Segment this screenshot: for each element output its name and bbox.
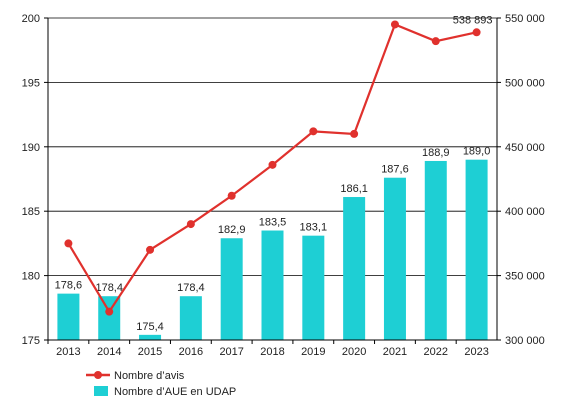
x-tick-label: 2014 (97, 346, 121, 358)
x-tick-label: 2016 (179, 346, 203, 358)
bar-value-label: 178,6 (55, 280, 83, 292)
x-tick-label: 2013 (56, 346, 80, 358)
x-tick-label: 2015 (138, 346, 162, 358)
bar (220, 238, 243, 340)
bar-value-label: 187,6 (381, 164, 409, 176)
bar (57, 293, 80, 340)
right-tick-label: 500 000 (505, 77, 545, 89)
line-point (64, 239, 73, 248)
line-point (472, 28, 481, 37)
line-point (268, 160, 277, 169)
left-tick-label: 190 (22, 142, 40, 154)
right-axis-tick-labels: 300 000 350 000 400 000 450 000 500 000 550 0… (505, 13, 545, 347)
legend-bar-swatch (94, 386, 108, 396)
right-tick-label: 450 000 (505, 142, 545, 154)
line-point (350, 129, 359, 138)
line-value-label: 538 893 (453, 14, 493, 26)
bar-value-label: 178,4 (95, 282, 123, 294)
x-tick-label: 2018 (260, 346, 284, 358)
bar (98, 296, 121, 340)
left-tick-label: 180 (22, 271, 40, 283)
legend-label-aue: Nombre d’AUE en UDAP (114, 386, 236, 398)
left-axis-tick-labels: 175 180 185 190 195 200 (22, 13, 40, 347)
right-tick-label: 400 000 (505, 206, 545, 218)
left-tick-label: 195 (22, 77, 40, 89)
line-point (390, 20, 399, 29)
x-tick-label: 2023 (464, 346, 488, 358)
bar (424, 160, 447, 340)
bar-data-labels: 178,6 178,4 175,4 178,4 182,9 183,5 183,1 186,1… (55, 146, 491, 333)
x-tick-label: 2022 (424, 346, 448, 358)
bar-value-label: 175,4 (136, 321, 164, 333)
axes (44, 17, 501, 344)
x-tick-label: 2020 (342, 346, 366, 358)
bar-series (57, 159, 488, 340)
line-point (146, 245, 155, 254)
x-axis-tick-labels: 2013 2014 2015 2016 2017 2018 2019 2020 2021 2022… (56, 346, 489, 358)
bar-value-label: 183,1 (300, 222, 328, 234)
left-tick-label: 175 (22, 335, 40, 347)
bar-value-label: 188,9 (422, 147, 450, 159)
line-point (309, 127, 318, 136)
legend: Nombre d’avis Nombre d’AUE en UDAP (86, 370, 236, 398)
x-tick-label: 2019 (301, 346, 325, 358)
bar-value-label: 183,5 (259, 217, 287, 229)
bar-value-label: 186,1 (340, 183, 368, 195)
bar (383, 177, 406, 340)
line-point (105, 307, 114, 316)
x-tick-label: 2017 (219, 346, 243, 358)
line-point (186, 220, 195, 229)
bar-value-label: 178,4 (177, 282, 205, 294)
bar (261, 230, 284, 340)
gridlines (48, 17, 497, 277)
bar (465, 159, 488, 340)
x-tick-label: 2021 (383, 346, 407, 358)
right-tick-label: 300 000 (505, 335, 545, 347)
legend-label-avis: Nombre d’avis (114, 370, 185, 382)
left-tick-label: 185 (22, 206, 40, 218)
line-point (227, 191, 236, 200)
bar-value-label: 182,9 (218, 224, 246, 236)
bar-value-label: 189,0 (463, 146, 491, 158)
line-point (431, 37, 440, 46)
bar (139, 334, 162, 340)
bar (302, 235, 325, 340)
line-series: 538 893 (64, 14, 493, 316)
left-tick-label: 200 (22, 13, 40, 25)
right-tick-label: 350 000 (505, 271, 545, 283)
legend-line-marker (94, 371, 102, 379)
bar (179, 296, 202, 340)
right-tick-label: 550 000 (505, 13, 545, 25)
bar (343, 197, 366, 340)
